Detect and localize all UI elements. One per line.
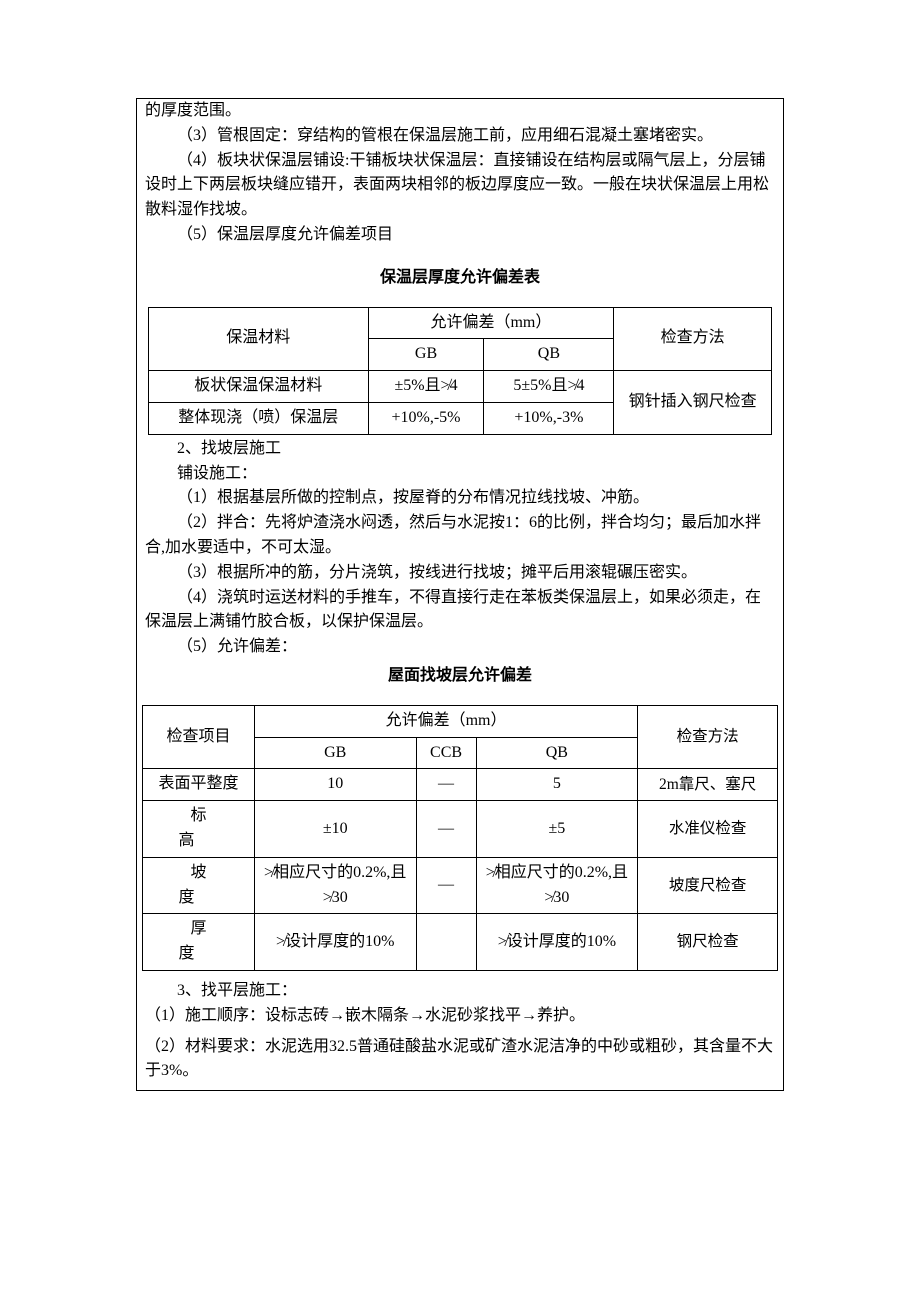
cell: +10%,-3%: [484, 402, 614, 434]
header-item: 检查项目: [143, 705, 255, 769]
cell: 表面平整度: [143, 769, 255, 801]
header-method: 检查方法: [614, 307, 772, 371]
cell: +10%,-5%: [368, 402, 484, 434]
paragraph: （1）施工顺序：设标志砖→嵌木隔条→水泥砂浆找平→养护。: [137, 1004, 783, 1029]
cell: 5: [476, 769, 638, 801]
header-gb: GB: [254, 737, 416, 769]
header-deviation: 允许偏差（mm）: [254, 705, 637, 737]
header-gb: GB: [368, 339, 484, 371]
cell: 整体现浇（喷）保温层: [149, 402, 369, 434]
paragraph: （2）拌合：先将炉渣浇水闷透，然后与水泥按1：6的比例，拌合均匀；最后加水拌合,…: [137, 511, 783, 561]
paragraph: （3）管根固定：穿结构的管根在保温层施工前，应用细石混凝土塞堵密实。: [137, 124, 783, 149]
header-ccb: CCB: [416, 737, 476, 769]
cell: 标高: [143, 801, 255, 858]
paragraph: （1）根据基层所做的控制点，按屋脊的分布情况拉线找坡、冲筋。: [137, 486, 783, 511]
cell: —: [416, 769, 476, 801]
paragraph: 的厚度范围。: [137, 99, 783, 124]
paragraph: 铺设施工：: [137, 462, 783, 487]
cell: ≯设计厚度的10%: [476, 914, 638, 971]
table-title: 屋面找坡层允许偏差: [137, 660, 783, 699]
paragraph: （3）根据所冲的筋，分片浇筑，按线进行找坡；摊平后用滚辊碾压密实。: [137, 561, 783, 586]
header-method: 检查方法: [638, 705, 778, 769]
cell: 板状保温保温材料: [149, 371, 369, 403]
cell: 水准仪检查: [638, 801, 778, 858]
cell-method: 钢针插入钢尺检查: [614, 371, 772, 435]
cell: ±5%且≯4: [368, 371, 484, 403]
cell: 10: [254, 769, 416, 801]
paragraph: （5）允许偏差：: [137, 635, 783, 660]
table-row: 检查项目 允许偏差（mm） 检查方法: [143, 705, 778, 737]
paragraph: 2、找坡层施工: [137, 437, 783, 462]
paragraph: （4）浇筑时运送材料的手推车，不得直接行走在苯板类保温层上，如果必须走，在保温层…: [137, 586, 783, 636]
cell: 钢尺检查: [638, 914, 778, 971]
cell: 坡度: [143, 857, 255, 914]
cell: ±10: [254, 801, 416, 858]
paragraph: （2）材料要求：水泥选用32.5普通硅酸盐水泥或矿渣水泥洁净的中砂或粗砂，其含量…: [137, 1035, 783, 1085]
cell: ≯相应尺寸的0.2%,且≯30: [254, 857, 416, 914]
roof-slope-deviation-table: 检查项目 允许偏差（mm） 检查方法 GB CCB QB 表面平整度 10 — …: [142, 705, 778, 971]
table-row: 板状保温保温材料 ±5%且≯4 5±5%且≯4 钢针插入钢尺检查: [149, 371, 772, 403]
paragraph: （4）板块状保温层铺设:干铺板块状保温层：直接铺设在结构层或隔气层上，分层铺设时…: [137, 149, 783, 223]
cell: —: [416, 857, 476, 914]
table-row: 表面平整度 10 — 5 2m靠尺、塞尺: [143, 769, 778, 801]
cell: 5±5%且≯4: [484, 371, 614, 403]
header-material: 保温材料: [149, 307, 369, 371]
cell: 厚度: [143, 914, 255, 971]
cell: ±5: [476, 801, 638, 858]
header-deviation: 允许偏差（mm）: [368, 307, 614, 339]
cell-label: 坡度: [166, 864, 230, 906]
paragraph: （5）保温层厚度允许偏差项目: [137, 223, 783, 248]
cell: —: [416, 801, 476, 858]
cell-label: 厚度: [166, 920, 230, 962]
cell: ≯设计厚度的10%: [254, 914, 416, 971]
table-row: 厚度 ≯设计厚度的10% ≯设计厚度的10% 钢尺检查: [143, 914, 778, 971]
cell: 2m靠尺、塞尺: [638, 769, 778, 801]
document-page: 的厚度范围。 （3）管根固定：穿结构的管根在保温层施工前，应用细石混凝土塞堵密实…: [136, 98, 784, 1091]
paragraph: 3、找平层施工：: [137, 979, 783, 1004]
cell-label: 标高: [166, 807, 230, 849]
table-title: 保温层厚度允许偏差表: [137, 248, 783, 301]
table-row: 标高 ±10 — ±5 水准仪检查: [143, 801, 778, 858]
table-row: 保温材料 允许偏差（mm） 检查方法: [149, 307, 772, 339]
table-row: 坡度 ≯相应尺寸的0.2%,且≯30 — ≯相应尺寸的0.2%,且≯30 坡度尺…: [143, 857, 778, 914]
insulation-deviation-table: 保温材料 允许偏差（mm） 检查方法 GB QB 板状保温保温材料 ±5%且≯4…: [148, 307, 772, 435]
cell: [416, 914, 476, 971]
header-qb: QB: [476, 737, 638, 769]
cell: ≯相应尺寸的0.2%,且≯30: [476, 857, 638, 914]
cell: 坡度尺检查: [638, 857, 778, 914]
header-qb: QB: [484, 339, 614, 371]
